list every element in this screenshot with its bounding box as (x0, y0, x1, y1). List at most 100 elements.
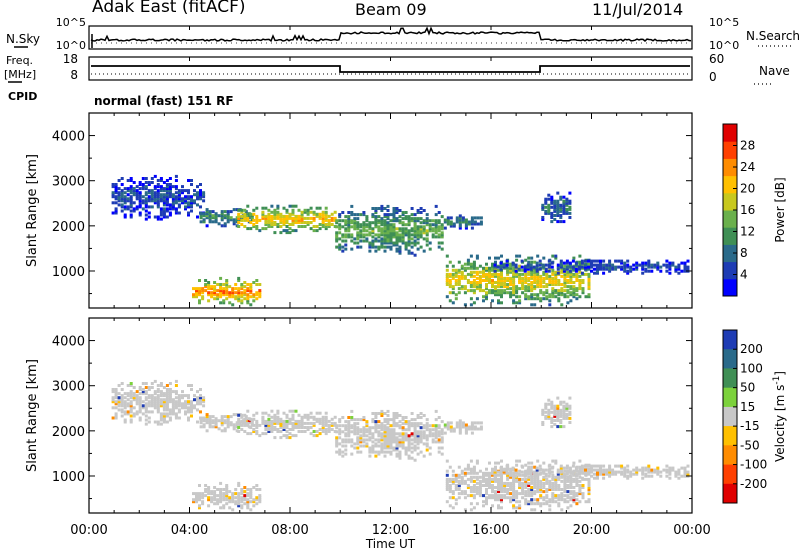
power-cell-f4 (380, 243, 384, 247)
power-cell-f7 (608, 269, 612, 273)
velocity-cell-f3 (258, 494, 262, 498)
x-tick-label: 12:00 (372, 523, 409, 538)
power-cell-f0 (171, 195, 175, 199)
power-cell-f6 (563, 285, 567, 289)
power-cell-f7 (596, 265, 599, 269)
velocity-cell-f4 (431, 434, 435, 438)
power-cell-f0 (187, 195, 190, 199)
velocity-cell-f3 (246, 498, 250, 502)
power-cell-f0 (159, 187, 163, 191)
velocity-cell-f6 (536, 502, 540, 506)
velocity-cell-f6 (466, 486, 470, 489)
power-cell-f1 (226, 210, 230, 214)
velocity-cell-f2 (246, 432, 250, 436)
power-cell-f8 (544, 209, 548, 213)
velocity-cell-f0 (162, 398, 166, 402)
power-cell-f7 (502, 265, 506, 269)
velocity-cell-f0 (147, 386, 151, 389)
power-cell-f6 (515, 301, 519, 305)
power-cell-f6 (494, 260, 497, 264)
power-cell-f5 (464, 218, 468, 222)
velocity-cell-f4 (362, 440, 366, 444)
power-cell-f6 (463, 274, 467, 278)
velocity-cell-f0 (196, 402, 199, 406)
power-cell-f3 (207, 281, 211, 284)
velocity-cell-f6 (494, 465, 497, 469)
velocity-cell-f4 (401, 428, 405, 432)
velocity-cell-f4 (341, 444, 345, 448)
power-cell-f8 (550, 214, 554, 217)
velocity-cell-f2 (240, 413, 244, 417)
velocity-cell-f4 (359, 428, 363, 432)
power-cell-f0 (135, 205, 139, 209)
power-cell-f4 (419, 233, 423, 237)
velocity-cell-f7 (671, 466, 675, 470)
power-cell-f4 (380, 229, 384, 233)
velocity-cell-f3 (258, 488, 262, 491)
power-cell-f4 (365, 237, 369, 241)
velocity-cell-f4 (383, 428, 387, 432)
power-cell-f7 (541, 263, 545, 267)
velocity-cell-f2 (255, 430, 259, 433)
velocity-cell-f0 (144, 402, 148, 406)
power-cell-f0 (162, 207, 166, 211)
power-cell-f0 (177, 203, 181, 207)
velocity-cell-f0 (111, 416, 115, 420)
velocity-cell-f3 (204, 490, 208, 494)
velocity-cell-f6 (457, 481, 461, 485)
velocity-cell-f6 (587, 467, 591, 471)
velocity-cell-f1 (202, 425, 206, 429)
power-cell-f0 (177, 211, 181, 215)
power-cell-f4 (398, 219, 402, 223)
power-cell-f8 (568, 201, 572, 205)
power-cell-f2 (285, 229, 289, 233)
velocity-cell-f8 (553, 408, 557, 412)
power-cell-f7 (496, 265, 500, 269)
power-cell-f6 (518, 254, 522, 258)
velocity-cell-f4 (398, 414, 402, 417)
power-cell-f8 (556, 205, 560, 209)
power-cell-f6 (472, 289, 476, 293)
power-cell-f4 (389, 233, 393, 237)
velocity-cell-f8 (556, 416, 560, 420)
power-cell-f3 (216, 283, 220, 286)
velocity-cell-f6 (554, 475, 558, 479)
velocity-cell-f2 (303, 426, 307, 429)
power-cell-f4 (380, 233, 384, 237)
velocity-cell-f0 (153, 400, 157, 404)
power-cell-f6 (478, 274, 482, 278)
power-cell-f2 (237, 221, 241, 224)
velocity-cell-f3 (192, 500, 195, 504)
velocity-cell-f7 (584, 464, 587, 468)
power-cell-f2 (276, 223, 280, 226)
velocity-cell-f7 (568, 474, 572, 478)
velocity-cell-f0 (165, 420, 169, 424)
power-cell-f6 (512, 299, 516, 303)
power-cell-f0 (156, 195, 160, 199)
frequency-line (91, 65, 690, 73)
velocity-cell-f6 (475, 481, 479, 485)
power-cell-f2 (288, 216, 292, 220)
power-cell-f4 (386, 245, 390, 249)
power-cell-f6 (551, 291, 555, 295)
velocity-cell-f7 (608, 468, 612, 472)
power-cell-f4 (371, 207, 375, 210)
power-cell-f0 (187, 179, 190, 182)
velocity-cell-f4 (389, 428, 393, 432)
velocity-cell-f4 (380, 409, 384, 413)
velocity-cell-f4 (395, 416, 399, 419)
power-cell-f7 (511, 261, 515, 265)
power-cell-f3 (243, 285, 247, 289)
power-cell-f0 (144, 177, 148, 180)
power-cell-f4 (341, 233, 345, 237)
velocity-cell-f0 (114, 392, 118, 396)
velocity-cell-f6 (503, 496, 507, 500)
power-cell-f0 (129, 209, 133, 213)
velocity-cell-f0 (165, 384, 169, 387)
velocity-cell-f6 (445, 484, 449, 487)
power-cell-f4 (392, 241, 396, 245)
velocity-cell-f3 (234, 502, 238, 506)
velocity-cell-f6 (569, 484, 573, 487)
power-cell-f1 (220, 218, 224, 222)
velocity-cell-f0 (196, 390, 199, 394)
